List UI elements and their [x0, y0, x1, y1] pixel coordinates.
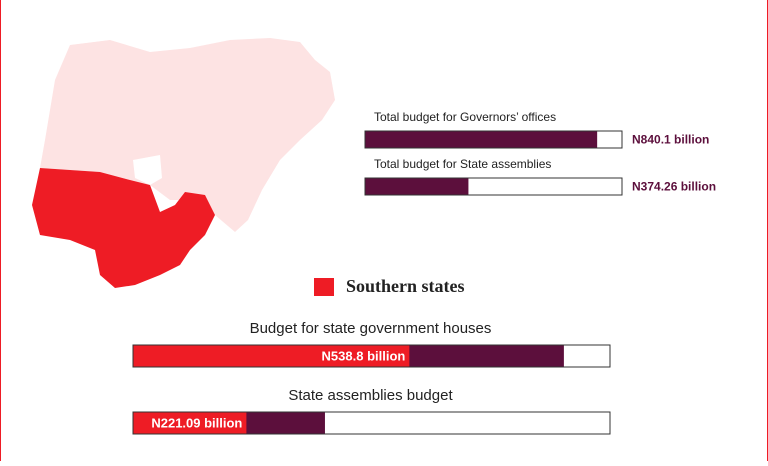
bar — [133, 345, 410, 367]
legend-label: Southern states — [346, 276, 465, 296]
map — [32, 38, 335, 288]
bar-outline — [132, 344, 611, 368]
value-label: N538.8 billion — [322, 348, 406, 363]
bar-outline — [132, 411, 611, 435]
northern-states — [40, 38, 335, 232]
bar-caption: Total budget for State assemblies — [374, 157, 551, 171]
bar-caption: Budget for state government houses — [250, 320, 492, 337]
bar-caption: State assemblies budget — [288, 387, 453, 404]
fct — [133, 155, 162, 185]
bar-outline — [364, 130, 623, 149]
value-label: N374.26 billion — [632, 180, 716, 194]
bar-caption: Total budget for Governors’ offices — [374, 110, 556, 124]
southern-states — [32, 168, 215, 288]
bar-outline — [364, 177, 623, 196]
value-label: N840.1 billion — [632, 133, 709, 147]
legend-swatch — [314, 278, 334, 296]
bar — [365, 178, 469, 195]
value-label: N221.09 billion — [151, 415, 242, 430]
bar — [365, 131, 598, 148]
bar — [133, 412, 247, 434]
